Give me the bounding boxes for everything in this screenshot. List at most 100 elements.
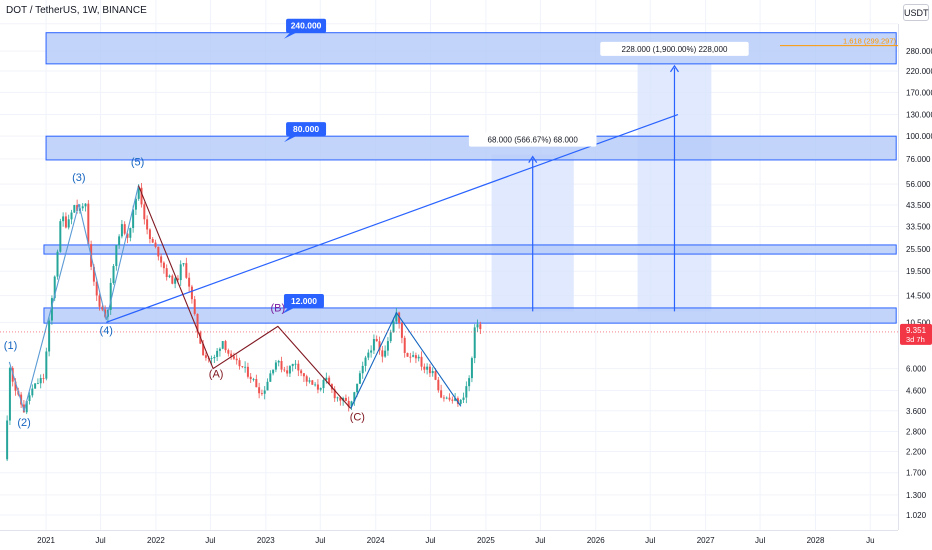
y-tick-label: 130.000 <box>906 111 932 120</box>
candle-body <box>283 369 286 371</box>
candle-body <box>305 376 308 382</box>
candle-body <box>137 187 140 199</box>
x-tick-label: 2026 <box>587 536 605 545</box>
candle-body <box>179 264 182 281</box>
candle-body <box>269 373 272 382</box>
candle-body <box>143 204 146 220</box>
y-tick-label: 25.500 <box>906 245 931 254</box>
candle-body <box>454 398 457 401</box>
candle-body <box>235 358 238 361</box>
candle-body <box>361 365 364 374</box>
y-tick-label: 1.020 <box>906 511 927 520</box>
y-tick-label: 3.600 <box>906 407 927 416</box>
candle-body <box>218 348 221 351</box>
candle-body <box>291 363 294 367</box>
candle-body <box>196 313 199 333</box>
candle-body <box>252 379 255 380</box>
candle-body <box>459 399 462 404</box>
candle-body <box>50 298 53 321</box>
zone-label: 240.000 <box>291 21 322 31</box>
trend-line <box>106 113 679 323</box>
time-axis-bg <box>0 530 898 550</box>
candle-body <box>468 378 471 387</box>
candle-body <box>59 221 62 252</box>
zone-label-pointer <box>284 136 297 143</box>
x-tick-label: 2023 <box>257 536 275 545</box>
candle-body <box>160 256 163 263</box>
x-tick-label: 2025 <box>477 536 495 545</box>
grid <box>0 0 898 530</box>
candle-body <box>381 350 384 357</box>
label-layer: 68.000 (566.67%) 68.000 228.000 (1,900.00… <box>4 18 896 429</box>
y-tick-label: 4.600 <box>906 387 927 396</box>
candle-body <box>451 399 454 401</box>
wave-label: (3) <box>72 172 85 184</box>
candle-body <box>445 397 448 399</box>
candle-body <box>232 356 235 359</box>
x-tick-label: Jul <box>425 536 435 545</box>
candle-body <box>370 350 373 353</box>
wave-label: (C) <box>350 411 365 423</box>
projection-label-bg <box>468 132 597 147</box>
candle-body <box>420 356 423 367</box>
drawing-layer <box>0 45 898 413</box>
y-tick-label: 1.300 <box>906 491 927 500</box>
correction-wave-line <box>137 185 352 409</box>
candle-body <box>428 366 431 374</box>
x-tick-label: 2024 <box>367 536 385 545</box>
candle-body <box>185 263 188 278</box>
candle-body <box>56 251 59 277</box>
candle-body <box>333 389 336 399</box>
candle-body <box>350 401 353 407</box>
candle-body <box>423 366 426 370</box>
zone-box <box>45 32 897 65</box>
currency-button[interactable]: USDT <box>903 4 929 21</box>
candle-body <box>62 216 65 222</box>
candle-body <box>400 322 403 338</box>
zone-label-bg <box>286 122 327 137</box>
candle-body <box>230 353 233 357</box>
fib-level-label: 1.618 (299.297) <box>843 37 896 46</box>
candle-body <box>84 203 87 207</box>
projection-layer <box>491 63 712 312</box>
candle-body <box>8 367 11 421</box>
x-tick-label: Jul <box>535 536 545 545</box>
candle-body <box>188 277 191 287</box>
zone-label: 80.000 <box>293 124 319 134</box>
candle-body <box>403 337 406 353</box>
y-tick-label: 6.000 <box>906 365 927 374</box>
candle-body <box>395 312 398 322</box>
candle-body <box>476 324 479 328</box>
candle-body <box>465 386 468 398</box>
candle-body <box>246 366 249 377</box>
x-tick-label: 2028 <box>807 536 825 545</box>
candle-body <box>358 373 361 384</box>
candle-body <box>311 380 314 385</box>
candle-body <box>255 379 258 388</box>
y-tick-label: 100.000 <box>906 132 932 141</box>
candle-body <box>322 379 325 389</box>
candle-body <box>115 245 118 267</box>
candle-body <box>148 229 151 240</box>
candle-body <box>412 355 415 357</box>
candle-body <box>316 384 319 390</box>
candle-body <box>294 363 297 365</box>
candle-body <box>28 395 31 402</box>
current-price-badge <box>900 323 932 345</box>
candle-body <box>364 357 367 366</box>
symbol-title[interactable]: DOT / TetherUS, 1W, BINANCE <box>6 5 147 16</box>
candle-body <box>367 352 370 358</box>
candle-body <box>372 338 375 351</box>
candle-body <box>151 239 154 243</box>
candle-body <box>42 378 45 379</box>
candle-body <box>81 206 84 209</box>
candle-body <box>123 224 126 234</box>
candle-body <box>118 236 121 246</box>
candle-body <box>210 358 213 359</box>
candle-body <box>157 246 160 257</box>
candle-body <box>31 388 34 396</box>
candle-body <box>462 397 465 400</box>
projection-label: 228.000 (1,900.00%) 228,000 <box>622 45 728 54</box>
x-tick-label: Jul <box>315 536 325 545</box>
